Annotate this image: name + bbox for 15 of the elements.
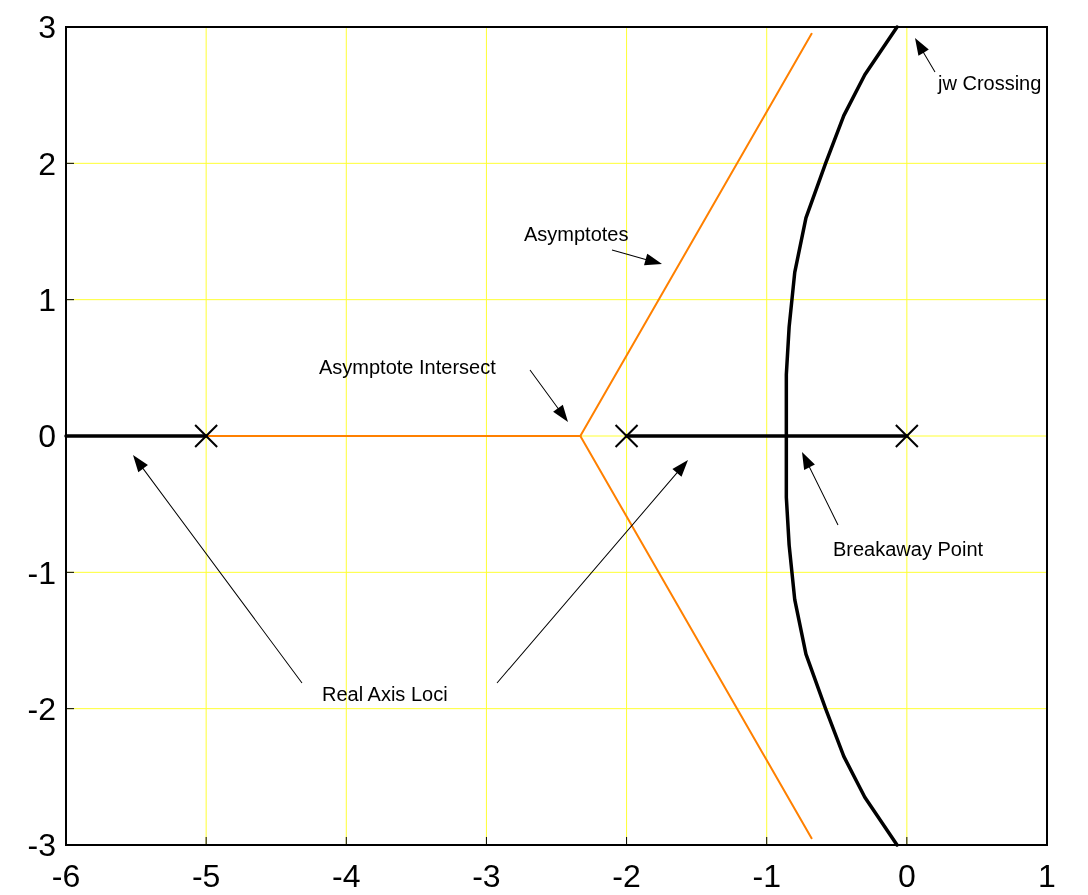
- x-tick-label: -1: [752, 858, 781, 894]
- y-tick-label: 0: [38, 418, 56, 455]
- x-tick-label: 0: [897, 858, 916, 894]
- x-tick-label: -3: [472, 858, 501, 894]
- y-tick-label: 3: [38, 9, 56, 46]
- annotation: jw Crossing: [937, 72, 1042, 94]
- x-tick-label: 1: [1038, 858, 1056, 894]
- x-tick-label: -4: [332, 858, 361, 894]
- y-tick-label: 1: [38, 281, 56, 318]
- y-tick-label: -2: [27, 690, 56, 727]
- y-tick-label: -1: [27, 554, 56, 591]
- x-tick-label: -5: [191, 858, 221, 894]
- x-tick-label: -2: [612, 858, 641, 894]
- annotation: Breakaway Point: [833, 538, 984, 560]
- y-tick-label: 2: [38, 145, 56, 182]
